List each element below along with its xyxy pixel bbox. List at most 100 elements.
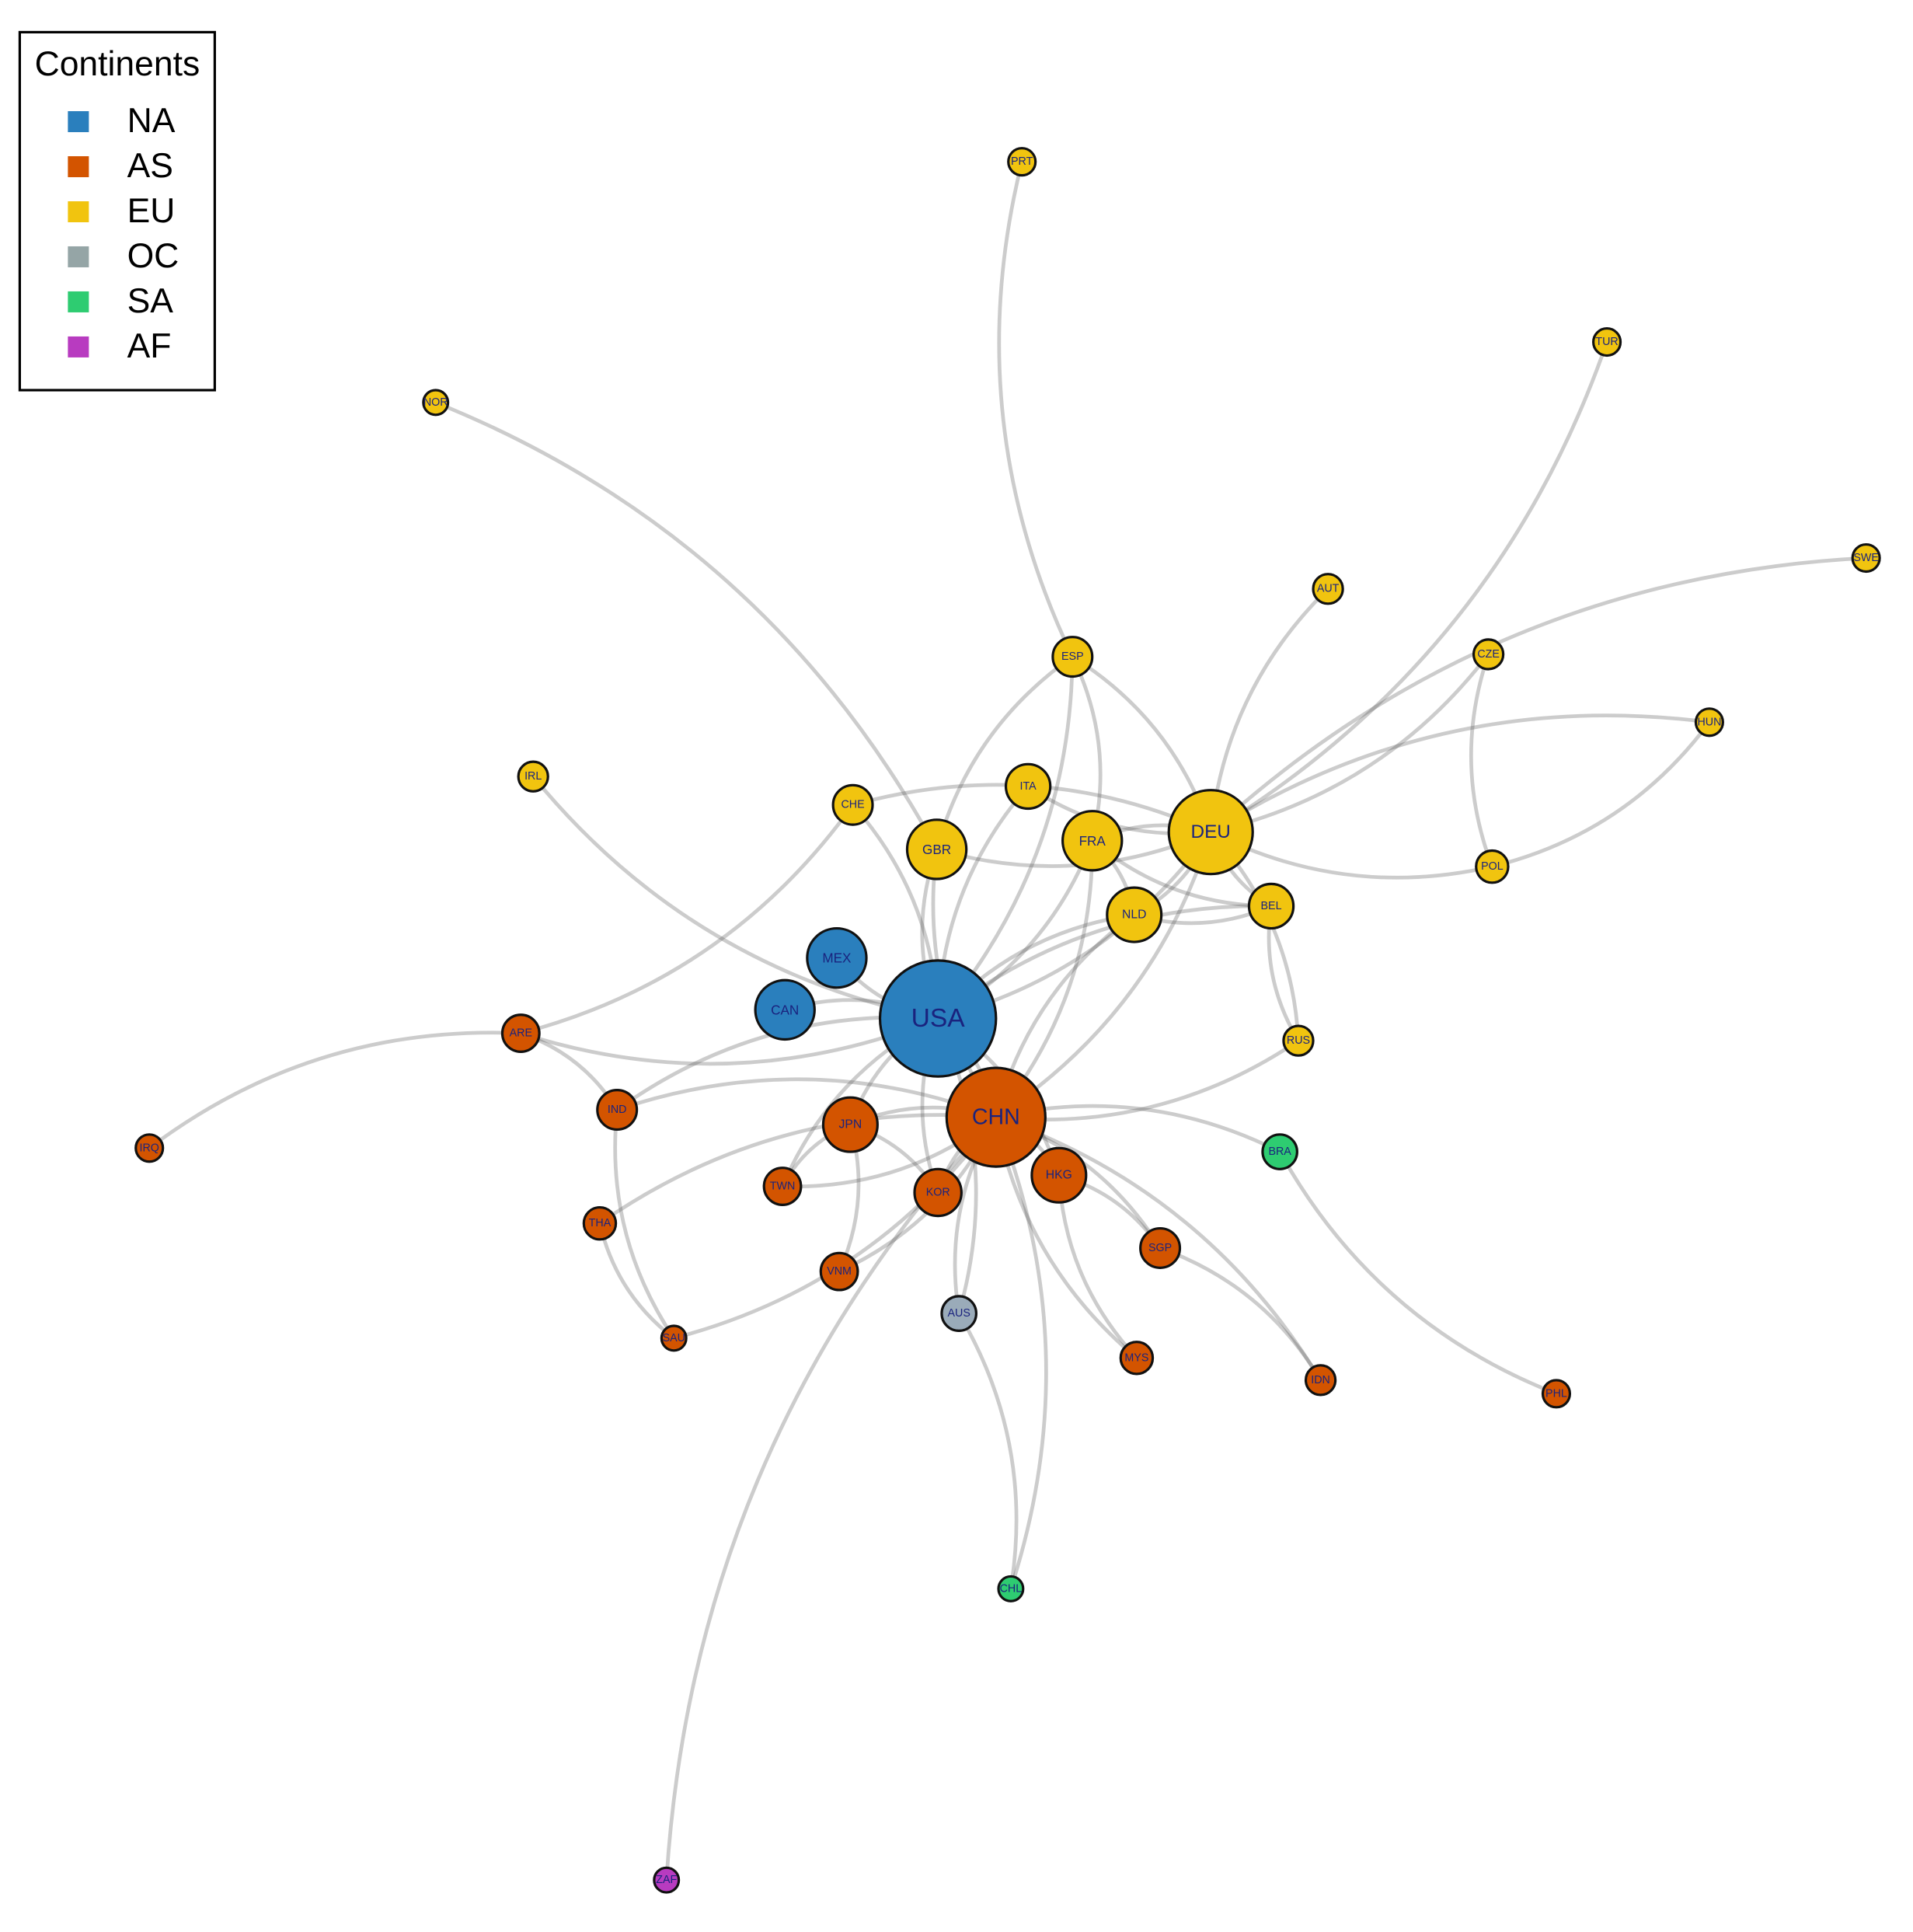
- node-label: POL: [1481, 860, 1504, 873]
- edge: [997, 161, 1075, 658]
- node: [1167, 789, 1254, 876]
- node: [754, 978, 816, 1041]
- node: [1007, 147, 1037, 177]
- node: [821, 1096, 879, 1153]
- node: [1051, 636, 1094, 678]
- node: [1312, 573, 1344, 605]
- node-label: PRT: [1011, 155, 1033, 168]
- node: [1030, 1146, 1088, 1204]
- node-label: MYS: [1124, 1351, 1148, 1364]
- node: [878, 959, 998, 1078]
- node-label: USA: [911, 1004, 966, 1033]
- node: [653, 1866, 681, 1894]
- node: [1541, 1379, 1572, 1409]
- edge: [1491, 720, 1711, 869]
- edge: [616, 1077, 997, 1119]
- nodes: USA CHN DEU MEX CAN GBR FRA NLD JPN HKG KOR ITA ESP B…: [134, 147, 1881, 1894]
- node-label: CAN: [771, 1002, 799, 1017]
- edge: [935, 655, 1074, 850]
- node-label: TUR: [1595, 336, 1618, 348]
- node-label: VNM: [827, 1265, 852, 1278]
- edge: [148, 1031, 521, 1150]
- node: [905, 818, 968, 881]
- legend-label: AF: [127, 327, 172, 365]
- legend-title: Continents: [35, 45, 200, 83]
- legend-swatch: [68, 336, 89, 357]
- edge: [957, 1312, 1019, 1589]
- node: [1851, 542, 1881, 574]
- edge: [1209, 556, 1866, 834]
- node: [945, 1066, 1047, 1168]
- node-label: ITA: [1020, 780, 1037, 793]
- node-label: THA: [589, 1217, 612, 1229]
- node: [1106, 886, 1163, 943]
- edges: [148, 161, 1866, 1881]
- node: [913, 1167, 963, 1218]
- node-label: CHL: [1000, 1582, 1023, 1595]
- node-label: NOR: [423, 396, 448, 409]
- edge: [520, 1017, 939, 1066]
- node-label: CHN: [972, 1105, 1020, 1130]
- node: [582, 1205, 618, 1241]
- edge: [1209, 341, 1609, 834]
- edge: [520, 804, 855, 1035]
- edge: [1159, 1246, 1322, 1382]
- node-label: SAU: [663, 1332, 685, 1344]
- node: [134, 1133, 165, 1163]
- legend-swatch: [68, 246, 89, 267]
- edge: [1278, 1150, 1557, 1396]
- legend-label: AS: [127, 147, 173, 185]
- node-label: CZE: [1477, 648, 1500, 661]
- node: [660, 1324, 688, 1352]
- node-label: BEL: [1261, 900, 1282, 912]
- node-label: SWE: [1853, 552, 1879, 564]
- node-label: HUN: [1697, 716, 1721, 728]
- node: [517, 760, 549, 793]
- node: [1472, 638, 1505, 671]
- node: [806, 926, 868, 989]
- node: [500, 1013, 541, 1053]
- node: [1694, 707, 1724, 738]
- node-label: ESP: [1061, 650, 1084, 663]
- node: [422, 389, 450, 417]
- edge: [613, 1109, 676, 1340]
- edge: [664, 1115, 998, 1881]
- node-label: TWN: [770, 1180, 796, 1193]
- node: [1247, 882, 1295, 930]
- node-label: GBR: [922, 842, 951, 857]
- node-label: DEU: [1191, 821, 1231, 842]
- legend-swatch: [68, 291, 89, 312]
- node: [1304, 1364, 1337, 1397]
- node: [1592, 327, 1622, 357]
- node: [762, 1167, 803, 1206]
- node: [831, 783, 874, 826]
- node: [997, 1575, 1025, 1602]
- node-label: PHL: [1545, 1387, 1567, 1400]
- node-label: IDN: [1311, 1374, 1330, 1386]
- node: [1119, 1341, 1155, 1376]
- node: [1061, 810, 1124, 872]
- edge: [994, 1116, 1048, 1590]
- node: [1475, 849, 1510, 884]
- node-label: AUS: [947, 1307, 970, 1320]
- node-label: SGP: [1148, 1242, 1172, 1254]
- legend-label: EU: [127, 192, 176, 230]
- edge: [1209, 713, 1710, 834]
- node-label: HKG: [1046, 1169, 1072, 1182]
- edge: [434, 400, 939, 851]
- edge: [1210, 653, 1490, 834]
- node: [940, 1295, 978, 1332]
- edge: [1469, 654, 1494, 867]
- edge: [598, 1113, 997, 1226]
- legend-label: NA: [127, 102, 176, 140]
- node-label: CHE: [841, 799, 864, 811]
- node-label: IND: [608, 1104, 627, 1116]
- node: [1139, 1226, 1182, 1269]
- node-label: NLD: [1122, 908, 1146, 922]
- node-label: IRQ: [139, 1142, 159, 1154]
- node: [1004, 762, 1052, 811]
- node-label: JPN: [839, 1118, 862, 1132]
- node: [1282, 1024, 1315, 1057]
- node: [596, 1089, 639, 1132]
